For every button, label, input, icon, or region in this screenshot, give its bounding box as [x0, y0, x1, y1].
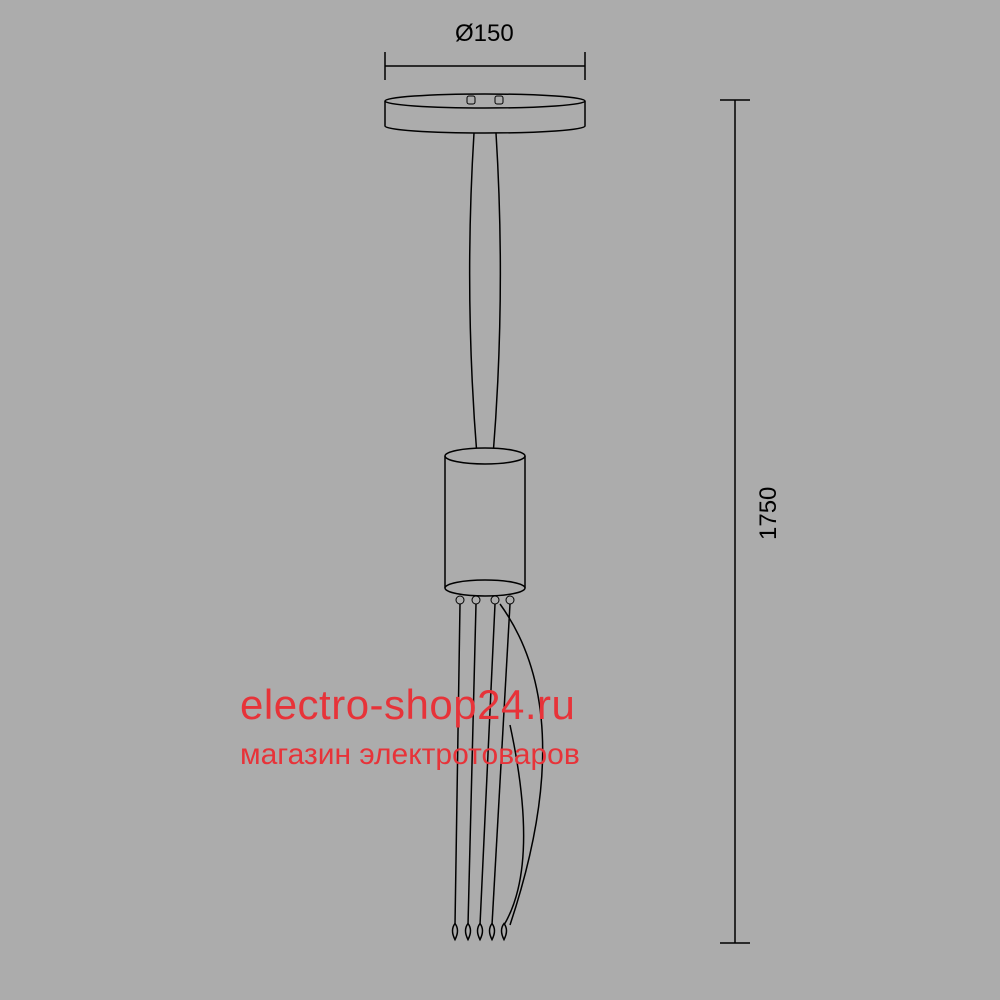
- watermark-line2: магазин электротоваров: [240, 738, 580, 772]
- diameter-text: Ø150: [455, 20, 514, 47]
- height-text: 1750: [755, 487, 782, 540]
- diagram-canvas: Ø150 1750 electro-shop24.ru магазин элек…: [0, 0, 1000, 1000]
- diagram-svg: [0, 0, 1000, 1000]
- watermark-url: electro-shop24.ru: [240, 681, 575, 728]
- dimension-diameter-label: Ø150: [455, 20, 514, 48]
- watermark-line1: electro-shop24.ru: [240, 681, 575, 729]
- watermark-tagline: магазин электротоваров: [240, 738, 580, 771]
- dimension-height-label: 1750: [755, 487, 783, 540]
